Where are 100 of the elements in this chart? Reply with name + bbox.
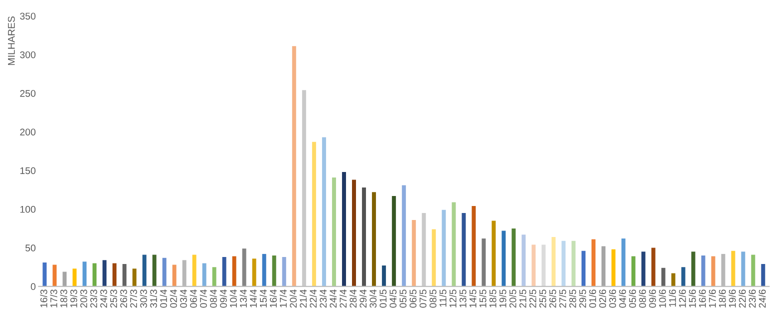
x-tick-label: 23/4 [320,289,327,308]
x-tick-label: 20/4 [290,289,297,308]
x-tick-label: 27/5 [559,290,566,308]
bar [262,254,266,286]
x-tick-label: 03/6 [608,290,616,308]
x-tick-label: 01/6 [588,290,596,308]
bar [372,192,376,286]
bar [112,263,116,286]
bar [232,256,236,286]
bar [592,239,596,286]
x-tick-label: 27/4 [339,289,347,308]
x-tick-label: 22/4 [310,289,317,308]
y-tick-label: 350 [20,12,36,20]
x-tick-label: 29/4 [359,289,367,308]
bar [552,236,556,286]
x-tick-label: 26/5 [549,290,556,308]
x-tick-label: 18/3 [60,290,68,308]
x-tick-label: 30/4 [369,289,377,308]
x-tick-label: 14/5 [469,290,476,308]
x-tick-label: 27/3 [130,290,138,308]
x-tick-label: 29/5 [578,290,586,308]
bar [402,185,406,286]
y-tick-label: 100 [20,206,36,213]
x-tick-label: 10/4 [230,289,237,308]
bar [192,254,196,286]
bar [212,267,216,286]
x-tick-label: 20/5 [509,290,516,308]
x-tick-label: 25/3 [110,290,118,308]
bar [292,46,296,286]
x-tick-label: 22/6 [738,290,746,308]
x-tick-label: 28/5 [569,290,576,308]
x-tick-label: 18/6 [718,290,726,308]
x-tick-label: 11/5 [439,290,446,307]
x-tick-label: 30/3 [140,290,148,308]
x-tick-label: 12/5 [449,290,456,308]
bar [691,252,696,286]
bar [611,249,616,286]
bar [442,210,446,286]
bar [162,258,166,286]
bar [272,255,276,286]
bar [731,250,736,286]
x-tick-label: 22/5 [529,290,536,308]
x-tick-label: 05/6 [628,290,636,308]
bar [701,255,706,286]
bar [252,258,256,286]
bar [82,262,87,286]
x-tick-label: 10/6 [658,290,666,308]
y-axis-title: MILHARES [8,16,15,65]
bar [202,263,206,286]
bar [52,264,57,286]
bar [102,260,107,286]
bar [522,234,526,286]
bar [542,244,546,286]
x-tick-label: 08/4 [210,289,217,308]
bar [761,264,766,286]
bar [661,268,666,286]
x-tick-label: 20/3 [80,290,88,308]
x-tick-label: 21/4 [300,289,307,308]
bar [741,252,746,286]
x-tick-label: 08/6 [638,290,646,308]
x-tick-label: 07/4 [200,289,207,308]
x-tick-label: 04/6 [618,290,626,308]
bar [282,257,286,286]
x-tick-label: 16/4 [270,289,277,308]
x-tick-label: 01/4 [160,289,167,308]
bar [322,137,326,286]
x-tick-label: 12/6 [678,290,686,308]
bar [392,196,396,286]
bar [502,230,506,286]
x-tick-label: 24/4 [330,289,337,308]
y-tick-label: 300 [20,51,36,58]
y-tick-label: 150 [20,167,36,174]
x-tick-label: 26/3 [120,290,128,308]
x-tick-label: 04/5 [389,290,397,308]
x-tick-label: 15/4 [260,289,267,308]
x-tick-label: 28/4 [349,289,357,308]
bar [462,213,466,286]
x-tick-label: 25/5 [539,290,546,308]
bar [582,250,586,286]
bar [342,172,346,286]
x-tick-label: 03/4 [180,289,187,308]
x-tick-label: 11/6 [668,290,676,307]
y-tick-label: 250 [20,90,36,97]
bar [631,256,636,286]
x-tick-label: 19/3 [70,290,78,308]
bar [332,177,336,286]
x-tick-label: 21/5 [519,290,526,308]
bar [572,240,576,286]
x-tick-label: 14/4 [250,289,257,308]
x-tick-label: 09/6 [648,290,656,308]
bar [152,254,156,286]
bar [312,142,316,286]
x-tick-label: 01/5 [379,290,387,308]
x-tick-label: 15/5 [479,290,486,308]
bar [671,273,676,286]
x-tick-label: 31/3 [150,290,158,308]
x-tick-label: 02/4 [170,289,177,308]
x-tick-label: 23/6 [748,290,756,308]
bar [621,238,626,286]
bar [352,180,356,286]
